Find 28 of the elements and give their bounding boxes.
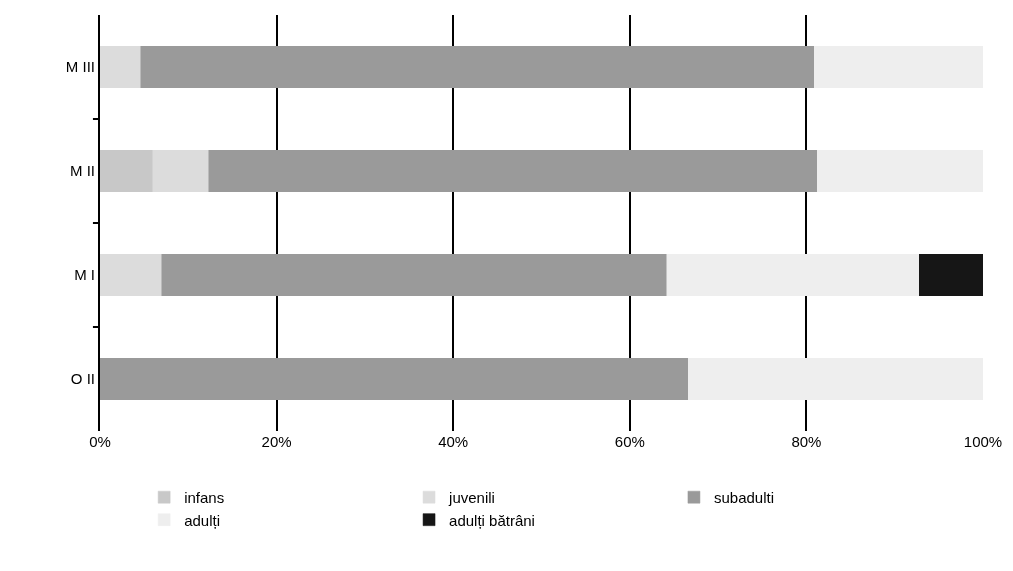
x-tick-label: 100%: [963, 433, 1003, 450]
bar: [687, 357, 983, 401]
bar: [152, 149, 209, 193]
bar: [100, 45, 141, 89]
x-tick-label: 60%: [614, 433, 645, 450]
bar: [100, 357, 689, 401]
y-tick-label: M I: [74, 266, 95, 284]
legend-label: adulți bătrâni: [449, 511, 535, 529]
legend-label: infans: [184, 489, 225, 507]
y-tick-label: M II: [70, 162, 95, 180]
bar: [816, 149, 983, 193]
legend-label: juvenili: [448, 489, 495, 507]
bar: [100, 253, 163, 297]
legend-label: subadulti: [713, 489, 774, 507]
bar: [666, 253, 920, 297]
x-tick-label: 20%: [261, 433, 292, 450]
x-tick-label: 0%: [89, 433, 111, 450]
bar: [100, 149, 154, 193]
bar: [814, 45, 983, 89]
legend-label: adulți: [184, 511, 221, 529]
x-tick-label: 40%: [438, 433, 469, 450]
x-tick-label: 80%: [791, 433, 822, 450]
bar: [919, 253, 983, 297]
bar: [140, 45, 815, 89]
y-tick-label: O II: [70, 370, 95, 388]
y-tick-label: M III: [65, 58, 95, 76]
bar: [208, 149, 818, 193]
bar: [161, 253, 668, 297]
